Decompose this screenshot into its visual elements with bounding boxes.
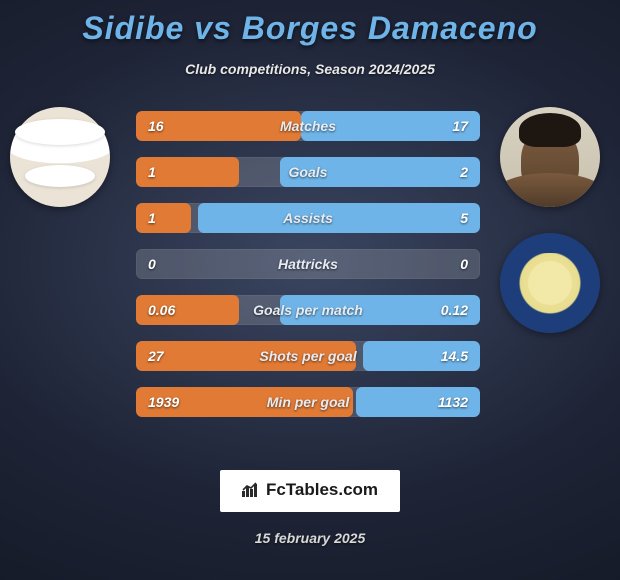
metric-row: 00Hattricks [136,249,480,279]
metric-row: 0.060.12Goals per match [136,295,480,325]
metric-label: Assists [136,203,480,233]
page-title: Sidibe vs Borges Damaceno [0,10,620,47]
player-left-avatar [10,107,110,207]
metric-label: Shots per goal [136,341,480,371]
metric-row: 19391132Min per goal [136,387,480,417]
metric-row: 1617Matches [136,111,480,141]
player-right-club-badge [500,233,600,333]
comparison-panel: 1617Matches 12Goals 15Assists 00Hattricks 0.… [0,107,620,427]
metric-label: Goals [136,157,480,187]
metric-label: Min per goal [136,387,480,417]
metric-label: Goals per match [136,295,480,325]
metric-row: 15Assists [136,203,480,233]
player-right-avatar [500,107,600,207]
metric-label: Matches [136,111,480,141]
metric-bars: 1617Matches 12Goals 15Assists 00Hattricks 0.… [136,111,480,433]
metric-row: 2714.5Shots per goal [136,341,480,371]
brand-label: FcTables.com [266,480,378,499]
brand-logo-icon [242,481,260,502]
metric-label: Hattricks [136,249,480,279]
metric-row: 12Goals [136,157,480,187]
subtitle: Club competitions, Season 2024/2025 [0,61,620,77]
brand-badge: FcTables.com [220,470,400,512]
date-label: 15 february 2025 [0,530,620,546]
